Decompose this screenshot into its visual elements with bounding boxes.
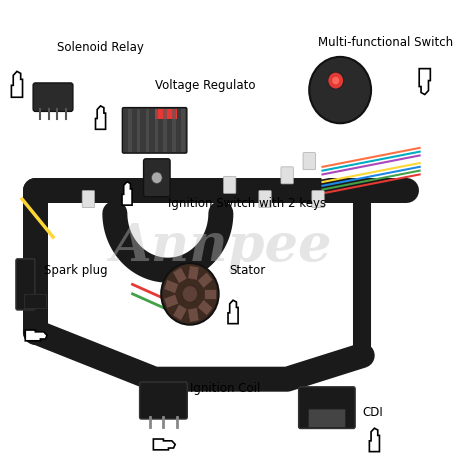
Text: Spark plug: Spark plug: [44, 264, 108, 277]
FancyBboxPatch shape: [308, 409, 346, 428]
Circle shape: [161, 263, 219, 325]
Bar: [172, 109, 176, 152]
Text: Annpee: Annpee: [110, 221, 332, 272]
FancyBboxPatch shape: [224, 176, 236, 193]
Bar: [146, 109, 149, 152]
FancyBboxPatch shape: [82, 191, 94, 208]
Polygon shape: [154, 439, 175, 450]
FancyBboxPatch shape: [33, 83, 73, 111]
Polygon shape: [164, 294, 179, 309]
Bar: [24, 294, 46, 308]
Text: Voltage Regulato: Voltage Regulato: [155, 79, 255, 92]
FancyBboxPatch shape: [16, 259, 35, 310]
FancyBboxPatch shape: [144, 159, 170, 197]
Text: Ignition Switch with 2 keys: Ignition Switch with 2 keys: [168, 197, 326, 210]
Polygon shape: [228, 300, 238, 324]
Polygon shape: [197, 299, 213, 316]
Polygon shape: [25, 330, 47, 341]
FancyBboxPatch shape: [312, 191, 324, 208]
Bar: [155, 109, 177, 118]
Polygon shape: [173, 267, 187, 284]
Text: Ignition Coil: Ignition Coil: [190, 382, 260, 395]
Bar: [155, 109, 158, 152]
FancyBboxPatch shape: [259, 191, 271, 208]
Text: Solenoid Relay: Solenoid Relay: [57, 41, 144, 54]
FancyBboxPatch shape: [299, 387, 355, 428]
Circle shape: [332, 77, 339, 84]
Text: Stator: Stator: [230, 264, 266, 277]
Bar: [181, 109, 185, 152]
Text: Multi-functional Switch: Multi-functional Switch: [318, 36, 453, 49]
Polygon shape: [188, 308, 199, 322]
Text: CDI: CDI: [362, 406, 383, 419]
FancyBboxPatch shape: [122, 108, 187, 153]
Circle shape: [182, 285, 198, 302]
Bar: [137, 109, 140, 152]
Polygon shape: [197, 272, 213, 289]
Polygon shape: [204, 289, 216, 299]
FancyBboxPatch shape: [281, 167, 293, 184]
Bar: [128, 109, 132, 152]
Polygon shape: [419, 69, 430, 94]
FancyBboxPatch shape: [139, 382, 187, 419]
Polygon shape: [164, 279, 179, 294]
Polygon shape: [95, 106, 106, 129]
Polygon shape: [11, 72, 23, 97]
FancyBboxPatch shape: [303, 153, 315, 170]
Bar: [164, 109, 167, 152]
Polygon shape: [173, 304, 187, 321]
Polygon shape: [369, 428, 380, 452]
Polygon shape: [188, 265, 199, 280]
Circle shape: [309, 57, 371, 123]
Circle shape: [152, 172, 162, 183]
Circle shape: [328, 72, 344, 89]
Polygon shape: [122, 182, 132, 205]
